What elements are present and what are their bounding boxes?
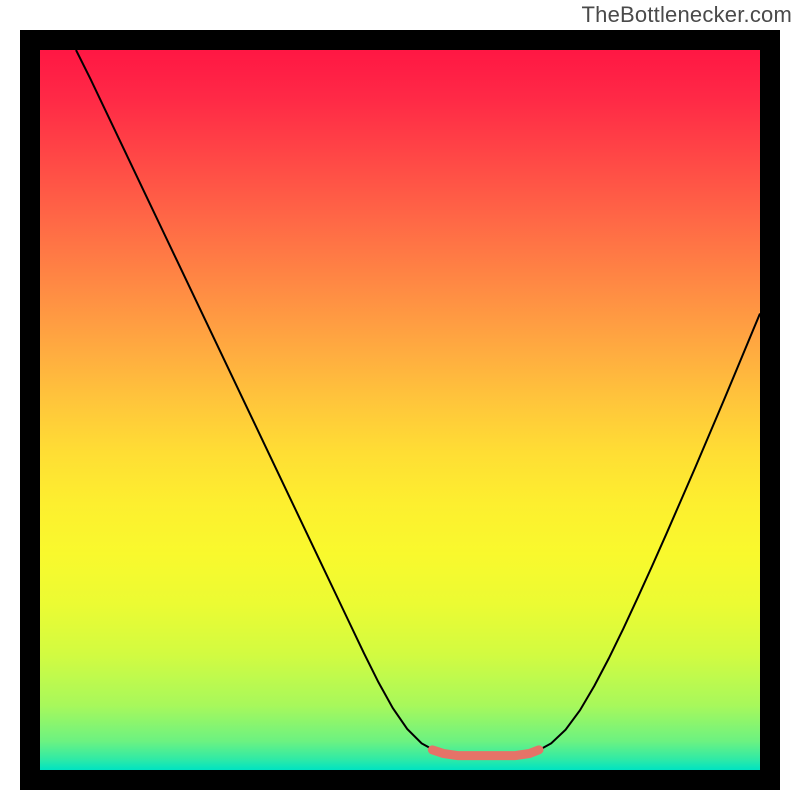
watermark-text: TheBottlenecker.com — [582, 2, 792, 28]
plot-background-gradient — [40, 50, 760, 770]
chart-canvas: TheBottlenecker.com — [0, 0, 800, 800]
chart-svg — [0, 0, 800, 800]
